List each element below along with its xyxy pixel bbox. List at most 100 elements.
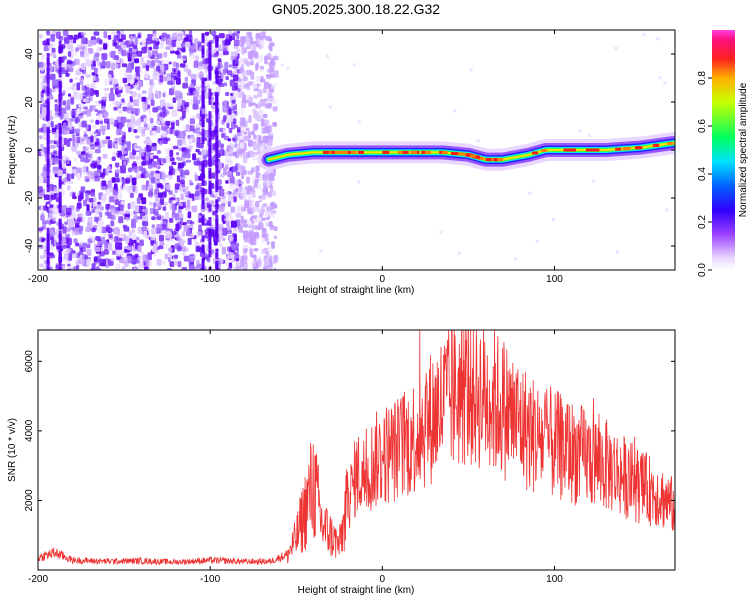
- noise-cell: [174, 90, 181, 96]
- noise-speck: [286, 67, 290, 71]
- noise-cell: [112, 250, 116, 255]
- noise-cell: [227, 138, 232, 142]
- noise-cell: [263, 81, 270, 89]
- noise-streak: [58, 245, 62, 256]
- noise-cell: [143, 55, 149, 59]
- noise-cell: [105, 168, 109, 176]
- noise-cell: [104, 87, 110, 91]
- noise-cell: [169, 127, 174, 135]
- noise-cell: [263, 182, 267, 187]
- noise-speck: [476, 139, 480, 143]
- noise-cell: [262, 87, 267, 94]
- noise-cell: [140, 173, 145, 179]
- noise-cell: [244, 200, 250, 209]
- noise-cell: [63, 122, 67, 129]
- noise-cell: [56, 31, 61, 39]
- noise-cell: [271, 241, 276, 245]
- noise-cell: [180, 239, 186, 244]
- noise-cell: [131, 177, 137, 186]
- noise-speck: [551, 218, 555, 222]
- noise-cell: [73, 34, 79, 40]
- noise-cell: [259, 65, 265, 70]
- noise-cell: [223, 82, 228, 87]
- noise-cell: [136, 216, 142, 220]
- noise-cell: [268, 102, 272, 107]
- noise-cell: [227, 252, 234, 260]
- noise-cell: [49, 252, 54, 256]
- noise-cell: [169, 261, 175, 267]
- noise-cell: [127, 167, 133, 173]
- noise-streak: [58, 160, 62, 169]
- noise-cell: [83, 163, 87, 168]
- noise-cell: [104, 92, 110, 98]
- noise-cell: [263, 98, 270, 102]
- noise-cell: [85, 210, 90, 216]
- noise-streak: [58, 218, 62, 230]
- noise-cell: [49, 266, 53, 270]
- noise-cell: [115, 169, 121, 174]
- noise-cell: [238, 183, 242, 187]
- noise-cell: [228, 108, 232, 116]
- noise-cell: [273, 55, 279, 61]
- y-tick-label: 0: [24, 147, 35, 153]
- noise-streak: [201, 163, 205, 176]
- noise-cell: [74, 77, 79, 81]
- noise-cell: [87, 40, 93, 47]
- noise-streak: [46, 267, 50, 270]
- noise-cell: [190, 73, 197, 80]
- noise-cell: [159, 234, 164, 242]
- noise-cell: [151, 216, 156, 221]
- noise-cell: [153, 212, 159, 216]
- noise-cell: [156, 259, 162, 266]
- noise-streak: [215, 152, 219, 163]
- noise-cell: [95, 204, 102, 211]
- noise-cell: [114, 177, 120, 183]
- noise-cell: [48, 229, 54, 235]
- noise-cell: [173, 129, 179, 136]
- noise-cell: [219, 127, 224, 133]
- noise-cell: [181, 111, 186, 119]
- noise-cell: [99, 236, 106, 245]
- noise-cell: [223, 218, 227, 222]
- noise-cell: [264, 211, 270, 217]
- noise-cell: [133, 129, 138, 133]
- noise-streak: [58, 253, 62, 263]
- colorbar-gradient: [712, 30, 735, 270]
- snr-frame: [37, 329, 676, 571]
- noise-cell: [175, 152, 180, 156]
- noise-cell: [198, 224, 202, 232]
- noise-cell: [227, 144, 231, 151]
- noise-cell: [173, 261, 178, 266]
- noise-cell: [171, 109, 178, 117]
- ridge-peak: [328, 150, 335, 154]
- noise-cell: [54, 87, 59, 92]
- noise-cell: [196, 259, 200, 265]
- noise-cell: [183, 255, 190, 262]
- noise-cell: [185, 159, 192, 163]
- noise-cell: [145, 64, 149, 72]
- noise-cell: [249, 50, 255, 58]
- noise-cell: [70, 97, 74, 105]
- noise-cell: [253, 232, 260, 237]
- noise-streak: [58, 195, 62, 207]
- noise-cell: [161, 131, 167, 137]
- noise-cell: [48, 208, 53, 212]
- noise-streak: [215, 72, 219, 84]
- noise-cell: [144, 266, 149, 270]
- ridge-peak: [383, 150, 390, 154]
- noise-cell: [134, 147, 140, 151]
- noise-cell: [273, 70, 279, 78]
- noise-cell: [253, 151, 259, 156]
- noise-cell: [238, 186, 243, 192]
- noise-cell: [236, 148, 242, 156]
- noise-cell: [236, 132, 242, 141]
- ridge-peak: [342, 150, 349, 154]
- noise-cell: [167, 256, 171, 263]
- x-tick-label: -200: [28, 274, 48, 285]
- noise-streak: [215, 37, 219, 48]
- noise-cell: [195, 149, 200, 153]
- noise-cell: [193, 90, 200, 98]
- noise-cell: [125, 85, 131, 94]
- noise-cell: [119, 232, 125, 239]
- noise-cell: [52, 215, 58, 222]
